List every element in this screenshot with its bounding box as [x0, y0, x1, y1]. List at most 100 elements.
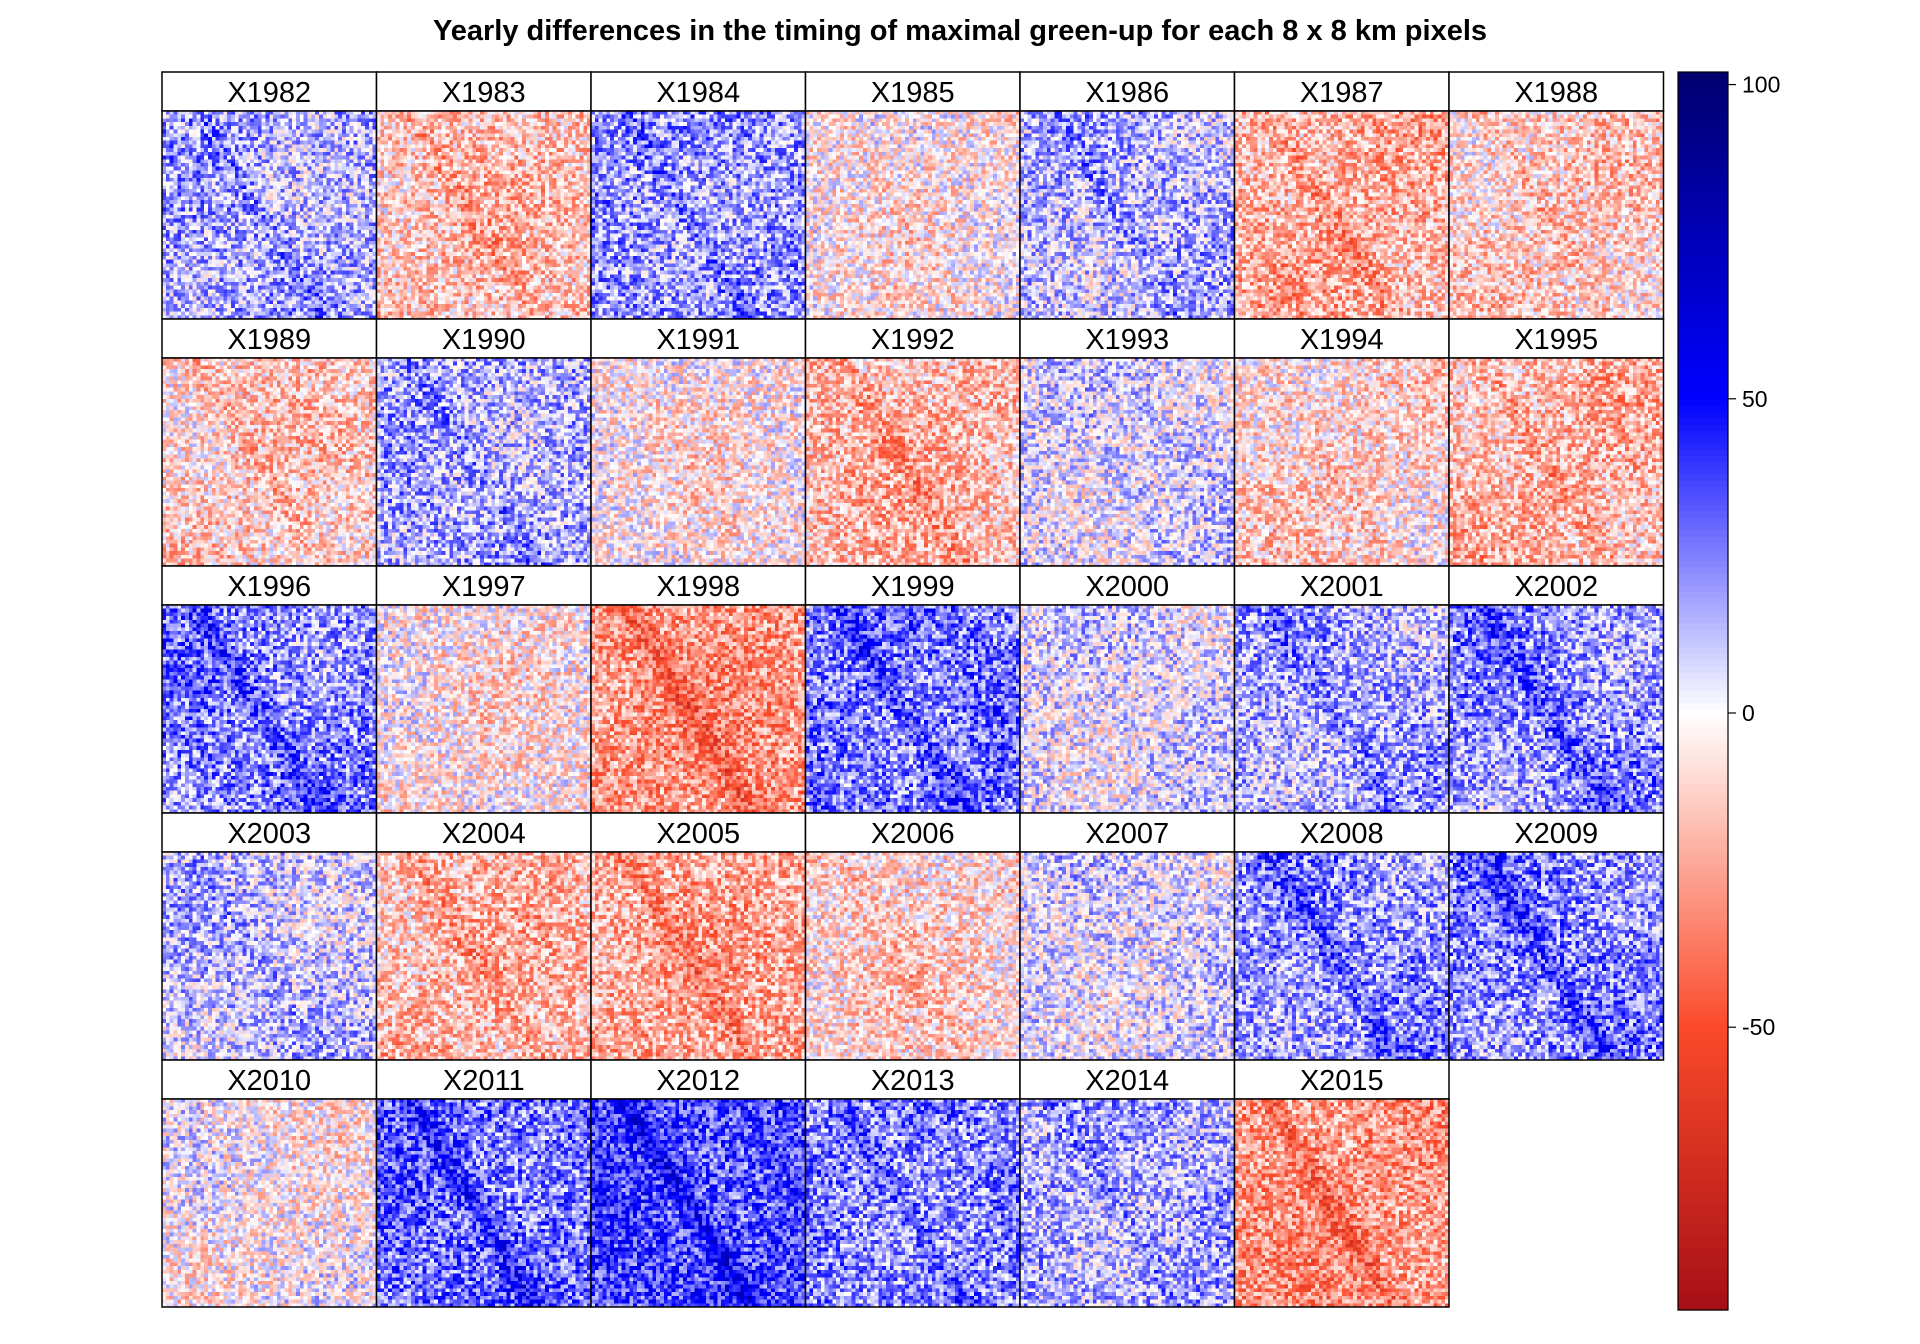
panel-X1983: X1983 [375, 71, 592, 320]
panel-raster [1234, 605, 1449, 813]
colorbar-swatch [1678, 158, 1728, 166]
colorbar-swatch [1678, 220, 1728, 228]
colorbar-swatch [1678, 561, 1728, 568]
colorbar-swatch [1678, 752, 1728, 760]
colorbar-swatch [1678, 678, 1728, 686]
colorbar-swatch [1678, 1167, 1728, 1175]
colorbar-swatch [1678, 790, 1728, 797]
colorbar-swatch [1678, 102, 1728, 110]
colorbar-swatch [1678, 975, 1728, 983]
colorbar-swatch [1678, 598, 1728, 605]
panel-raster [591, 358, 806, 566]
panel-label: X1992 [871, 324, 955, 356]
colorbar-swatch [1678, 1173, 1728, 1181]
panel-strip [375, 812, 592, 853]
colorbar-swatch [1678, 629, 1728, 636]
panel-raster [162, 852, 377, 1060]
colorbar-swatch [1678, 84, 1728, 92]
colorbar-tick-label: 0 [1742, 700, 1755, 726]
colorbar-swatch [1678, 437, 1728, 444]
panel-strip [375, 318, 592, 359]
colorbar-swatch [1678, 127, 1728, 135]
colorbar-swatch [1678, 523, 1728, 531]
colorbar-swatch [1678, 765, 1728, 773]
colorbar-swatch [1678, 1000, 1728, 1008]
colorbar-swatch [1678, 1229, 1728, 1237]
colorbar-swatch [1678, 387, 1728, 395]
panel-raster [1020, 358, 1235, 566]
panel-strip [1233, 318, 1450, 359]
panel-X1996: X1996 [161, 565, 378, 814]
colorbar-swatch [1678, 270, 1728, 277]
panel-raster [1020, 852, 1235, 1060]
colorbar-swatch [1678, 1056, 1728, 1063]
colorbar-swatch [1678, 1074, 1728, 1082]
colorbar-swatch [1678, 201, 1728, 209]
panel-X2015: X2015 [1233, 1059, 1450, 1308]
colorbar-swatch [1678, 307, 1728, 315]
colorbar-swatch [1678, 783, 1728, 791]
panel-label: X1994 [1300, 324, 1384, 356]
panel-label: X2011 [443, 1065, 525, 1097]
colorbar-swatch [1678, 907, 1728, 915]
colorbar-swatch [1678, 1210, 1728, 1218]
panel-strip [590, 318, 807, 359]
panel-X2000: X2000 [1019, 565, 1236, 814]
colorbar-swatch [1678, 121, 1728, 129]
panel-label: X2014 [1085, 1065, 1169, 1097]
panel-raster [376, 605, 591, 813]
panel-label: X2003 [227, 818, 311, 850]
colorbar-swatch [1678, 1204, 1728, 1212]
colorbar-swatch [1678, 1254, 1728, 1262]
colorbar-swatch [1678, 183, 1728, 191]
colorbar-swatch [1678, 548, 1728, 556]
colorbar-swatch [1678, 1025, 1728, 1033]
panel-label: X1998 [656, 571, 740, 603]
panel-label: X2012 [656, 1065, 740, 1097]
panel-strip [375, 71, 592, 112]
colorbar-swatch [1678, 1272, 1728, 1280]
colorbar-swatch [1678, 511, 1728, 519]
panel-strip [1448, 565, 1665, 606]
colorbar-swatch [1678, 641, 1728, 649]
panel-label: X1988 [1514, 77, 1598, 109]
colorbar-swatch [1678, 313, 1728, 321]
colorbar-swatch [1678, 684, 1728, 692]
colorbar-swatch [1678, 301, 1728, 308]
colorbar-swatch [1678, 950, 1728, 958]
panel-raster [1449, 605, 1664, 813]
colorbar-swatch [1678, 635, 1728, 643]
colorbar-swatch [1678, 759, 1728, 766]
panel-raster [1020, 1099, 1235, 1307]
colorbar-swatch [1678, 1118, 1728, 1125]
panel-raster [376, 111, 591, 319]
panel-raster [591, 605, 806, 813]
colorbar-swatch [1678, 146, 1728, 154]
panel-X1987: X1987 [1233, 71, 1450, 320]
colorbar-swatch [1678, 988, 1728, 995]
colorbar-swatch [1678, 424, 1728, 432]
colorbar-swatch [1678, 115, 1728, 123]
colorbar-swatch [1678, 1099, 1728, 1107]
panel-X2004: X2004 [375, 812, 592, 1061]
colorbar-swatch [1678, 189, 1728, 197]
colorbar-swatch [1678, 1161, 1728, 1169]
panel-label: X2009 [1514, 818, 1598, 850]
colorbar-swatch [1678, 703, 1728, 711]
colorbar-swatch [1678, 1260, 1728, 1268]
colorbar-swatch [1678, 616, 1728, 624]
colorbar-swatch [1678, 691, 1728, 698]
panel-X1986: X1986 [1019, 71, 1236, 320]
colorbar-swatch [1678, 913, 1728, 921]
colorbar-swatch [1678, 171, 1728, 178]
colorbar-tick-label: 100 [1742, 72, 1780, 98]
colorbar-swatch [1678, 1043, 1728, 1051]
panel-raster [1234, 1099, 1449, 1307]
colorbar-swatch [1678, 901, 1728, 909]
panel-raster [1234, 111, 1449, 319]
colorbar-swatch [1678, 672, 1728, 680]
colorbar-swatch [1678, 263, 1728, 271]
colorbar-swatch [1678, 889, 1728, 896]
panel-X1991: X1991 [590, 318, 807, 567]
